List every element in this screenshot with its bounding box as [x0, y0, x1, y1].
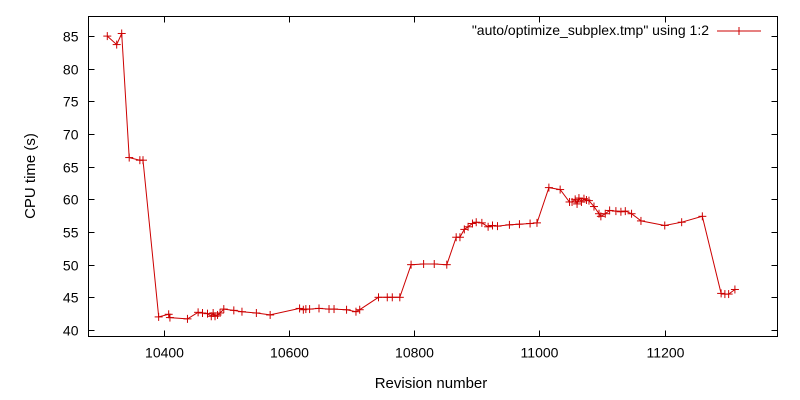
series-layer — [103, 29, 739, 323]
x-tick-label: 10400 — [145, 345, 184, 361]
y-tick-label: 60 — [63, 192, 79, 208]
data-point — [138, 156, 147, 165]
data-point — [330, 305, 339, 314]
data-point — [351, 307, 360, 316]
series-line — [106, 33, 736, 320]
data-point — [627, 209, 636, 218]
data-point — [342, 305, 351, 314]
data-point — [355, 305, 364, 314]
x-tick-label: 11000 — [521, 345, 559, 361]
data-point — [125, 153, 134, 162]
data-point — [636, 216, 645, 225]
data-point — [395, 293, 404, 302]
data-point — [194, 308, 203, 317]
data-point — [198, 308, 207, 317]
data-point — [596, 212, 605, 221]
data-point — [488, 221, 497, 230]
data-point — [455, 233, 464, 242]
data-point — [601, 209, 610, 218]
data-point — [584, 196, 593, 205]
data-point — [573, 199, 582, 208]
data-point — [477, 218, 486, 227]
data-point — [216, 308, 225, 317]
data-point — [589, 202, 598, 211]
data-point — [515, 220, 524, 229]
y-tick-label: 65 — [63, 160, 79, 176]
data-point — [209, 308, 218, 317]
y-tick-label: 45 — [63, 290, 79, 306]
data-point — [183, 314, 192, 323]
data-point — [605, 206, 614, 215]
data-point — [484, 222, 493, 231]
data-point — [305, 305, 314, 314]
data-point — [611, 207, 620, 216]
data-point — [730, 285, 739, 294]
x-tick-label: 10600 — [270, 345, 309, 361]
data-point — [112, 40, 121, 49]
y-tick-label: 40 — [63, 323, 79, 339]
data-point — [407, 260, 416, 269]
data-point — [295, 304, 304, 313]
data-point — [621, 207, 630, 216]
data-point — [677, 218, 686, 227]
data-point — [505, 220, 514, 229]
y-tick-label: 85 — [63, 29, 79, 45]
data-point — [468, 219, 477, 228]
x-tick-label: 10800 — [395, 345, 434, 361]
data-point — [164, 310, 173, 319]
data-point — [252, 308, 261, 317]
data-point — [442, 260, 451, 269]
x-axis-label: Revision number — [375, 375, 488, 392]
y-tick-label: 50 — [63, 258, 79, 274]
data-point — [219, 305, 228, 314]
y-tick-label: 55 — [63, 225, 79, 241]
data-point — [616, 207, 625, 216]
x-axis: 10400 10600 10800 11000 11200 — [145, 16, 685, 361]
y-axis-label: CPU time (s) — [22, 133, 39, 219]
data-point — [724, 290, 733, 299]
data-point — [526, 219, 535, 228]
y-tick-label: 75 — [63, 94, 79, 110]
x-tick-label: 11200 — [647, 345, 685, 361]
legend-swatch-marker — [735, 27, 743, 35]
data-point — [154, 312, 163, 321]
y-tick-label: 70 — [63, 127, 79, 143]
data-point — [698, 212, 707, 221]
data-point — [571, 195, 580, 204]
plot-frame — [88, 16, 778, 337]
data-point — [464, 222, 473, 231]
y-axis: 40 45 50 55 60 65 70 75 80 85 — [63, 29, 778, 339]
data-point — [717, 289, 726, 298]
data-point — [660, 221, 669, 230]
data-point — [237, 307, 246, 316]
data-point — [388, 293, 397, 302]
data-point — [315, 304, 324, 313]
data-point — [556, 185, 565, 194]
data-point — [165, 313, 174, 322]
data-point — [229, 306, 238, 315]
data-point — [266, 310, 275, 319]
legend-label: "auto/optimize_subplex.tmp" using 1:2 — [472, 22, 709, 38]
data-point — [430, 260, 439, 269]
y-tick-label: 80 — [63, 62, 79, 78]
data-point — [117, 29, 126, 38]
data-point — [419, 260, 428, 269]
legend: "auto/optimize_subplex.tmp" using 1:2 — [472, 22, 761, 38]
data-point — [472, 218, 481, 227]
data-point — [493, 222, 502, 231]
data-point — [103, 32, 112, 41]
data-point — [544, 183, 553, 192]
data-point — [532, 218, 541, 227]
data-point — [374, 293, 383, 302]
